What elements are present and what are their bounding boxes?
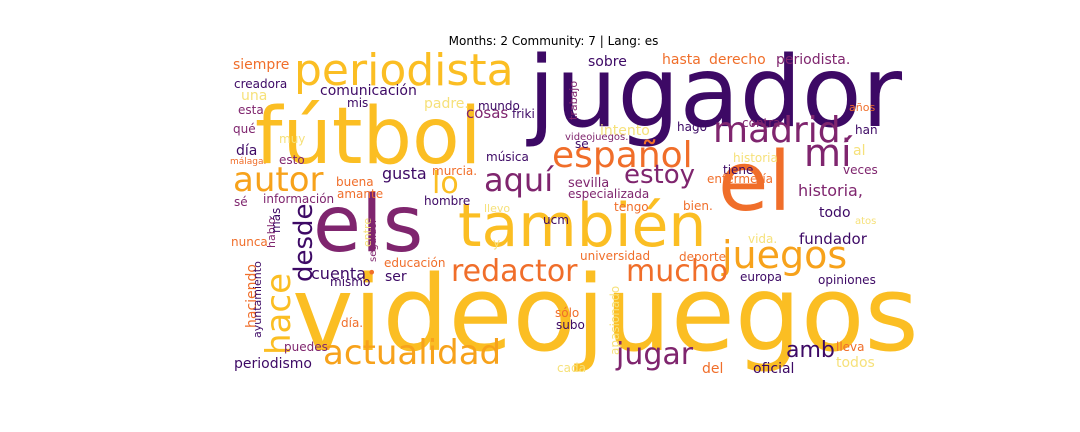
cloud-word-historia: historia (733, 151, 778, 165)
cloud-word-hasta: hasta (662, 52, 701, 68)
cloud-word-muy: muy (279, 132, 306, 146)
cloud-word-se: sé (234, 195, 248, 209)
cloud-word-lo: lo (432, 166, 459, 201)
cloud-word-mis: mis (347, 96, 369, 110)
cloud-word-derecho: derecho (709, 52, 766, 68)
cloud-word-intento: intento (600, 123, 650, 139)
cloud-word-esta: esta (238, 103, 264, 117)
cloud-word-padre: padre. (424, 96, 469, 112)
cloud-word-juegos: juegos (722, 233, 848, 277)
cloud-word-redactor: redactor (451, 254, 578, 289)
cloud-word-tengo: tengo (614, 200, 649, 214)
cloud-word-periodista: periodista. (776, 52, 851, 68)
cloud-word-del: del (702, 361, 724, 377)
cloud-word-murcia: murcia. (432, 164, 478, 178)
cloud-word-nunca: nunca (231, 235, 268, 249)
cloud-word-el: el (718, 135, 792, 230)
cloud-word-todo: todo (819, 205, 851, 221)
cloud-word-estoy: estoy (624, 160, 696, 190)
cloud-word-solo: sólo (555, 306, 580, 320)
cloud-word-amb: amb (786, 338, 835, 363)
cloud-word-gusta: gusta (382, 164, 427, 183)
cloud-word-veces: veces (843, 163, 878, 177)
cloud-word-fundador: fundador (799, 230, 867, 248)
cloud-word-mundo: mundo (478, 99, 520, 113)
cloud-word-trabajo: trabajo (567, 80, 580, 120)
cloud-word-seguidor: seguidor (368, 218, 379, 262)
cloud-word-mark: • (367, 263, 377, 282)
cloud-word-europa: europa (740, 270, 782, 284)
cloud-word-actualidad: actualidad (323, 333, 502, 373)
cloud-word-malaga: málaga. (230, 157, 267, 167)
cloud-word-dia: día (236, 143, 258, 159)
cloud-word-y: y (493, 236, 501, 250)
cloud-word-cada: cada (557, 361, 586, 375)
cloud-word-cosas: cosas (466, 104, 509, 122)
cloud-word-videojuegos: videojuegos. (565, 132, 629, 143)
cloud-word-deporte: deporte (679, 250, 726, 264)
cloud-word-llevo: llevo (484, 202, 511, 215)
cloud-word-opiniones: opiniones (818, 273, 876, 287)
cloud-word-esto: esto (279, 153, 305, 167)
cloud-word-dia: día. (341, 316, 364, 330)
cloud-word-periodismo: periodismo (234, 356, 312, 372)
cloud-word-educacion: educación (384, 256, 446, 270)
cloud-word-periodista: periodista (294, 45, 514, 96)
cloud-word-espanol: español (552, 135, 693, 176)
cloud-word-jugador: jugador (528, 36, 903, 150)
cloud-word-mucho: mucho (626, 254, 729, 289)
cloud-word-tambien: también (458, 191, 707, 261)
cloud-word-jugar: jugar (616, 337, 694, 372)
cloud-word-anos: años (849, 101, 876, 114)
cloud-word-especializada: especializada (568, 187, 650, 201)
cloud-word-se: se (575, 137, 589, 151)
figure-title: Months: 2 Community: 7 | Lang: es (448, 34, 659, 48)
cloud-word-tiene: tiene (723, 163, 754, 177)
cloud-word-atos: atos (855, 216, 877, 227)
cloud-word-todos: todos (836, 355, 875, 371)
cloud-word-al: al (853, 143, 866, 159)
cloud-word-madrid: madrid. (713, 110, 853, 151)
cloud-word-enfermeria: enfermería (707, 172, 774, 186)
cloud-word-han: han (855, 123, 878, 137)
cloud-word-autor: autor (233, 160, 324, 200)
cloud-word-historia: historia, (798, 181, 863, 200)
cloud-word-vida: vida. (748, 232, 778, 246)
cloud-word-musica: música (486, 150, 529, 164)
cloud-word-lleva: lleva (836, 340, 865, 354)
cloud-word-universidad: universidad (580, 249, 651, 263)
cloud-word-contra: contra (742, 116, 781, 130)
cloud-word-futbol: fútbol (255, 92, 482, 182)
cloud-word-subo: subo (556, 318, 585, 332)
cloud-word-mismo: mismo (330, 275, 371, 289)
cloud-word-mas: más (269, 207, 283, 233)
cloud-word-hago: hago (677, 120, 707, 134)
cloud-word-hombre: hombre (424, 194, 471, 208)
cloud-word-ser: ser (385, 269, 407, 285)
cloud-word-puedes: puedes (284, 340, 328, 354)
cloud-word-bien: bien. (683, 199, 713, 213)
cloud-word-cuenta: cuenta (311, 264, 366, 283)
cloud-word-que: qué (233, 122, 256, 136)
cloud-word-siempre: siempre (233, 57, 290, 73)
cloud-word-sobre: sobre (588, 54, 627, 70)
cloud-word-friki: friki (512, 107, 535, 121)
cloud-word-creadora: creadora (234, 77, 288, 91)
cloud-word-buena: buena (336, 175, 374, 189)
cloud-word-comunicacion: comunicación (320, 83, 417, 99)
cloud-word-amante: amante (337, 187, 384, 201)
cloud-word-oficial: oficial (753, 361, 795, 377)
cloud-word-apasionado: apasionado (608, 285, 622, 355)
cloud-word-els: els (313, 180, 424, 270)
cloud-word-sevilla: sevilla (568, 176, 610, 191)
cloud-word-informacion: información (263, 192, 335, 206)
cloud-word-videojuegos: videojuegos (292, 253, 919, 375)
cloud-word-ucm: ucm (543, 213, 569, 227)
cloud-word-una: una (241, 88, 268, 104)
cloud-word-ayuntamiento: ayuntamiento (251, 261, 264, 338)
cloud-word-mi: mí (804, 131, 852, 175)
cloud-word-aqui: aquí (484, 161, 554, 199)
